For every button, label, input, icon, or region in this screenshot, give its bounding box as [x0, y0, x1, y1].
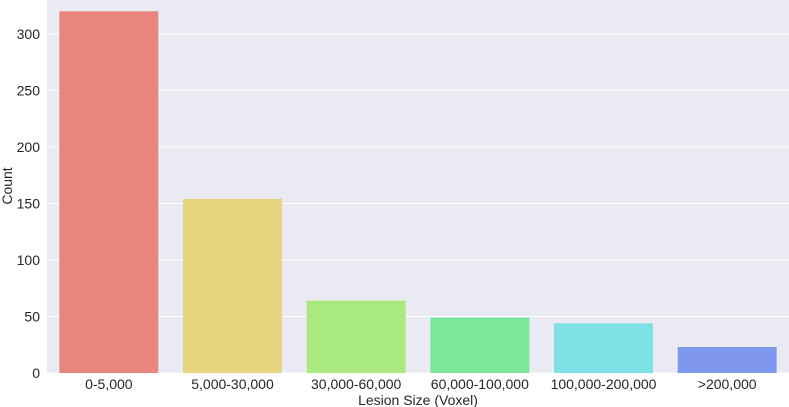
y-gridlines [47, 33, 789, 374]
y-tick-label: 250 [17, 82, 41, 98]
bar [677, 347, 777, 373]
bar [59, 11, 159, 373]
y-tick-label: 0 [32, 365, 40, 381]
x-tick-label: 60,000-100,000 [431, 376, 529, 392]
y-tick-label: 100 [17, 252, 41, 268]
x-tick-label: 0-5,000 [85, 376, 133, 392]
y-tick-label: 150 [17, 195, 41, 211]
x-tick-label: >200,000 [698, 376, 757, 392]
x-tick-label: 30,000-60,000 [311, 376, 402, 392]
bars [59, 11, 777, 373]
bar [430, 317, 530, 373]
y-tick-label: 200 [17, 139, 41, 155]
bar [183, 198, 282, 373]
y-tick-label: 300 [17, 26, 41, 42]
bar [554, 323, 653, 373]
y-tick-label: 50 [24, 308, 40, 324]
bar [306, 300, 406, 373]
x-axis-label: Lesion Size (Voxel) [358, 392, 478, 407]
y-axis-label: Count [0, 167, 15, 204]
plot-background [47, 0, 789, 373]
x-tick-labels: 0-5,000 5,000-30,000 30,000-60,000 60,000-1… [85, 376, 757, 392]
x-tick-label: 100,000-200,000 [551, 376, 657, 392]
y-tick-labels: 0 50 100 150 200 250 300 [17, 26, 41, 381]
x-tick-label: 5,000-30,000 [191, 376, 274, 392]
